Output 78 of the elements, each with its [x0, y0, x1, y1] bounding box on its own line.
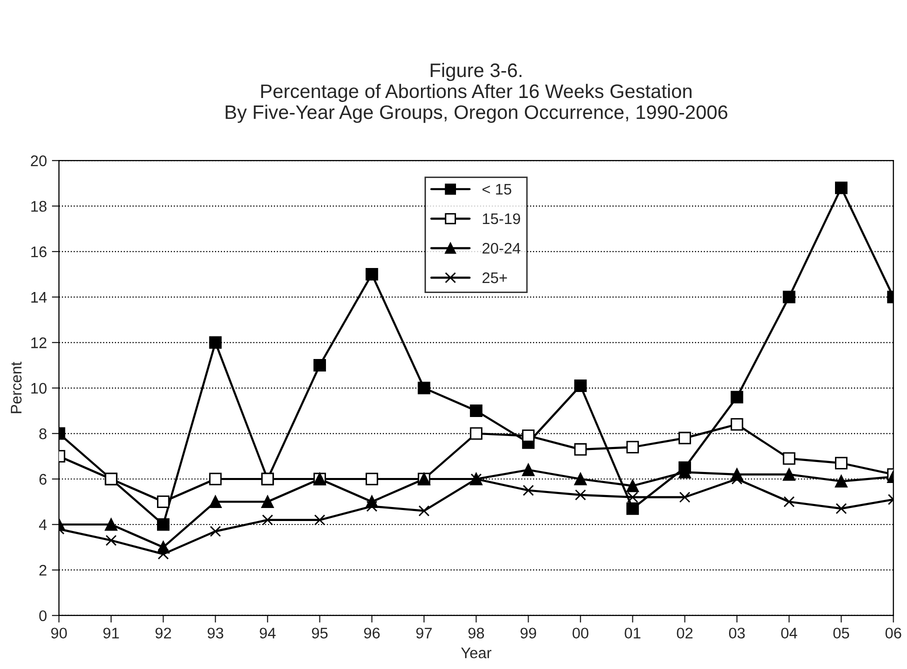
x-tick-label: 95 — [312, 628, 328, 639]
point — [210, 526, 221, 537]
y-tick-label: 14 — [31, 292, 47, 303]
y-tick-label: 16 — [31, 246, 46, 258]
y-tick-label: 4 — [39, 520, 47, 530]
point — [679, 492, 690, 503]
y-tick-label: 20 — [30, 155, 47, 166]
point — [834, 456, 848, 470]
legend-label: 20-24 — [482, 242, 520, 254]
point — [106, 534, 117, 546]
x-tick-label: 90 — [51, 628, 67, 639]
legend-label: 15-19 — [482, 213, 520, 224]
point — [522, 464, 535, 476]
y-tick-label: 0 — [39, 610, 47, 622]
point — [626, 502, 639, 515]
point — [782, 468, 796, 481]
point — [261, 496, 274, 508]
x-tick-label: 99 — [520, 628, 536, 639]
point — [730, 418, 744, 431]
point — [834, 182, 848, 194]
y-tick-label: 6 — [39, 474, 46, 485]
point — [157, 518, 170, 531]
point — [782, 290, 796, 304]
point — [782, 452, 796, 465]
point — [366, 500, 378, 512]
point — [522, 430, 535, 442]
point — [366, 268, 378, 281]
y-tick-label: 8 — [39, 428, 46, 440]
point — [574, 472, 587, 486]
x-tick-label: 05 — [833, 628, 850, 639]
point — [470, 404, 482, 418]
x-tick-label: 04 — [781, 628, 798, 639]
y-tick-label: 12 — [31, 337, 46, 348]
y-axis-title: Percent — [10, 362, 22, 414]
point — [574, 489, 586, 500]
x-tick-label: 93 — [208, 628, 224, 639]
point — [209, 496, 222, 508]
x-tick-label: 97 — [416, 628, 432, 639]
point — [366, 472, 378, 486]
y-tick-label: 18 — [31, 200, 46, 212]
point — [836, 503, 847, 514]
point — [522, 484, 534, 496]
x-tick-label: 91 — [103, 628, 119, 639]
x-tick-label: 03 — [729, 628, 745, 639]
legend-label: < 15 — [482, 184, 512, 195]
point — [678, 432, 692, 444]
point — [574, 379, 587, 392]
x-tick-label: 98 — [468, 628, 484, 639]
x-tick-label: 02 — [676, 628, 693, 639]
point — [158, 548, 169, 560]
x-axis-title: Year — [461, 648, 492, 658]
x-tick-label: 00 — [572, 628, 588, 639]
point — [730, 390, 744, 404]
point — [104, 518, 118, 531]
point — [834, 475, 848, 488]
point — [157, 496, 170, 508]
point — [313, 359, 326, 372]
point — [784, 496, 795, 508]
point — [418, 382, 430, 394]
point — [314, 514, 326, 526]
y-tick-label: 2 — [39, 564, 46, 576]
point — [262, 514, 274, 526]
x-tick-label: 01 — [624, 628, 640, 639]
x-tick-label: 96 — [364, 628, 380, 639]
chart-title: Figure 3-6. Percentage of Abortions After 16 Weeks Gestation By Five-Year Age Groups, Oregon Occurrence, 1990-2006 — [226, 62, 728, 123]
point — [418, 505, 430, 516]
y-tick-label: 10 — [31, 382, 47, 394]
point — [209, 336, 222, 349]
x-tick-label: 92 — [155, 628, 171, 639]
point — [626, 440, 639, 454]
point — [574, 443, 587, 456]
x-tick-label: 94 — [260, 628, 276, 639]
point — [470, 427, 482, 440]
legend-label: 25+ — [482, 272, 507, 284]
x-tick-label: 06 — [885, 628, 902, 639]
point — [626, 480, 639, 492]
point — [209, 472, 222, 486]
point — [627, 492, 638, 503]
